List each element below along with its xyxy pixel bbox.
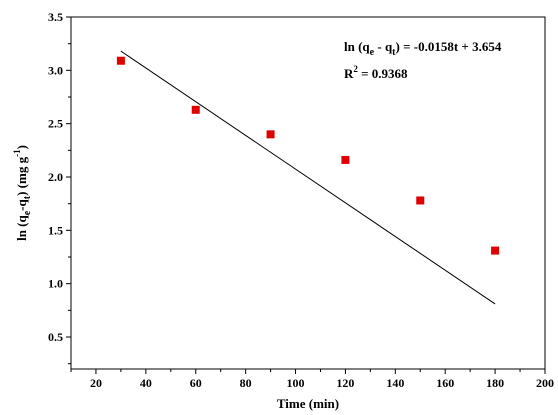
- x-tick-label: 120: [336, 376, 354, 390]
- y-axis-title: ln (qe-qt) (mg g-1): [12, 145, 33, 241]
- x-tick-label: 180: [486, 376, 504, 390]
- y-tick-label: 3.0: [48, 63, 63, 77]
- y-axis-ticks: 0.5 1.0 1.5 2.0 2.5 3.0 3.5: [48, 10, 71, 365]
- y-tick-label: 1.5: [48, 223, 63, 237]
- y-tick-label: 1.0: [48, 277, 63, 291]
- x-tick-label: 40: [140, 376, 152, 390]
- data-point: [266, 130, 275, 139]
- data-point: [416, 196, 425, 205]
- x-tick-label: 20: [90, 376, 102, 390]
- x-tick-label: 140: [386, 376, 404, 390]
- x-tick-label: 100: [287, 376, 305, 390]
- y-tick-label: 3.5: [48, 10, 63, 24]
- y-tick-label: 0.5: [48, 330, 63, 344]
- data-point: [191, 105, 200, 114]
- r-squared-label: R2 = 0.9368: [344, 64, 408, 81]
- x-tick-label: 160: [436, 376, 454, 390]
- x-tick-label: 60: [190, 376, 202, 390]
- data-point: [116, 56, 125, 65]
- y-tick-label: 2.5: [48, 117, 63, 131]
- fit-equation-label: ln (qe - qt) = -0.0158t + 3.654: [344, 39, 502, 58]
- plot-frame: [70, 16, 546, 370]
- x-tick-label: 200: [536, 376, 554, 390]
- x-tick-label: 80: [240, 376, 252, 390]
- data-points: [116, 56, 500, 255]
- linear-fit-line: [120, 50, 496, 305]
- x-axis-title: Time (min): [277, 396, 339, 411]
- data-point: [491, 246, 500, 255]
- data-point: [341, 155, 350, 164]
- x-axis-ticks: 20 40 60 80 100 120 140 160 180 200: [70, 369, 554, 390]
- y-tick-label: 2.0: [48, 170, 63, 184]
